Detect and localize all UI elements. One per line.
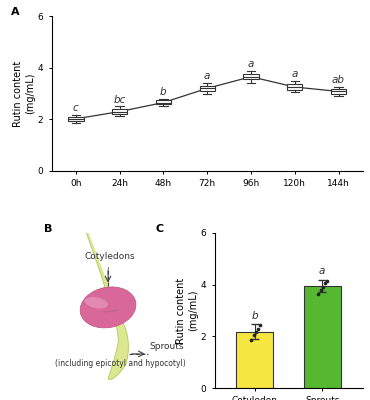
Text: a: a bbox=[248, 59, 254, 69]
Point bbox=[315, 290, 321, 297]
Point bbox=[250, 332, 256, 338]
Ellipse shape bbox=[84, 297, 108, 308]
Point bbox=[255, 326, 260, 332]
Point bbox=[320, 284, 326, 290]
Text: bc: bc bbox=[114, 95, 126, 105]
Point bbox=[257, 322, 263, 328]
Bar bbox=[243, 74, 259, 79]
Text: c: c bbox=[73, 103, 79, 113]
Text: Cotyledons: Cotyledons bbox=[84, 252, 135, 261]
Bar bbox=[236, 332, 273, 388]
Bar bbox=[68, 117, 84, 121]
Point bbox=[324, 278, 330, 284]
Text: (including epicotyl and hypocotyl): (including epicotyl and hypocotyl) bbox=[55, 359, 185, 368]
Text: a: a bbox=[319, 266, 326, 276]
Y-axis label: Rutin content
(mg/mL): Rutin content (mg/mL) bbox=[176, 277, 198, 344]
Text: A: A bbox=[11, 7, 20, 17]
Bar bbox=[304, 286, 341, 388]
Text: Sprouts: Sprouts bbox=[149, 342, 184, 351]
Text: B: B bbox=[44, 224, 53, 234]
Y-axis label: Rutin content
(mg/mL): Rutin content (mg/mL) bbox=[13, 60, 35, 127]
Text: a: a bbox=[204, 71, 211, 81]
Bar bbox=[287, 84, 302, 90]
Ellipse shape bbox=[80, 287, 136, 328]
Text: a: a bbox=[292, 69, 298, 79]
Bar bbox=[331, 89, 346, 94]
Point bbox=[248, 337, 254, 344]
Bar bbox=[199, 86, 215, 91]
PathPatch shape bbox=[0, 323, 128, 400]
Text: ab: ab bbox=[332, 75, 345, 85]
Point bbox=[322, 280, 328, 286]
Point bbox=[253, 329, 259, 336]
Point bbox=[318, 287, 324, 294]
Bar bbox=[156, 100, 171, 104]
Text: b: b bbox=[252, 311, 258, 321]
Text: b: b bbox=[160, 87, 167, 97]
Text: C: C bbox=[155, 224, 164, 234]
Bar bbox=[112, 109, 127, 114]
